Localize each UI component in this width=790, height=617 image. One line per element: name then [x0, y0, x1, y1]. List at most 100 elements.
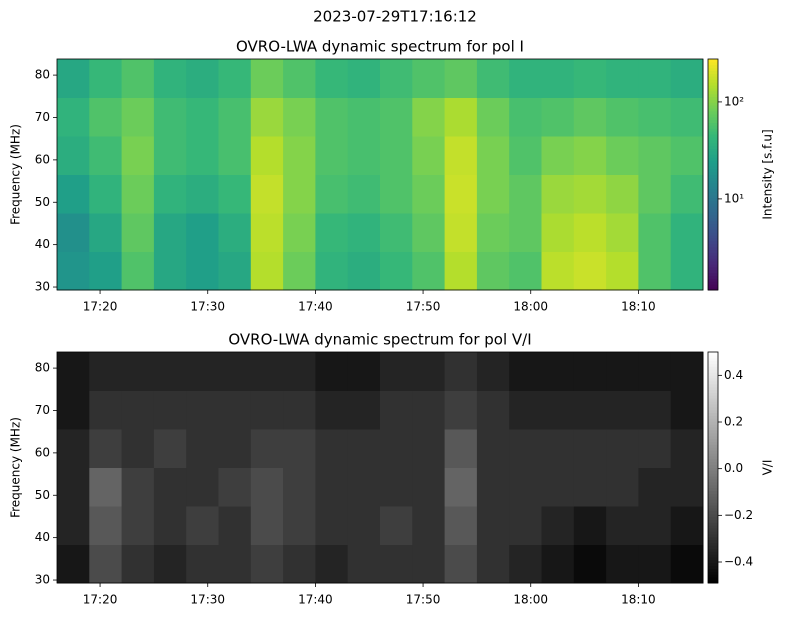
colorbar-swatch — [708, 484, 718, 489]
colorbar-swatch — [708, 476, 718, 480]
heatmap-cell — [347, 352, 381, 391]
heatmap-cell — [283, 97, 316, 137]
heatmap-cell — [186, 97, 219, 137]
heatmap-cell — [509, 136, 542, 175]
heatmap-cell — [121, 174, 155, 214]
colorbar-swatch — [708, 243, 718, 248]
heatmap-cell — [509, 390, 542, 430]
colorbar-swatch — [708, 200, 718, 204]
colorbar-swatch — [708, 174, 718, 178]
colorbar-swatch — [708, 536, 718, 541]
heatmap-cell — [509, 174, 542, 214]
heatmap-cell — [315, 59, 349, 98]
heatmap-cell — [218, 59, 252, 98]
heatmap-cell — [121, 352, 155, 391]
colorbar-swatch — [708, 574, 718, 578]
heatmap-cell — [218, 506, 252, 545]
heatmap-cell — [380, 59, 413, 98]
heatmap-cell — [509, 251, 542, 291]
colorbar-swatch — [708, 220, 718, 225]
heatmap-cell — [509, 506, 542, 545]
colorbar-swatch — [708, 357, 718, 362]
colorbar-swatch — [708, 119, 718, 124]
colorbar-swatch — [708, 93, 718, 98]
colorbar-swatch — [708, 415, 718, 419]
colorbar-swatch — [708, 545, 718, 549]
colorbar-swatch — [708, 188, 718, 193]
heatmap-cell — [476, 352, 510, 391]
colorbar-swatch — [708, 398, 718, 402]
heatmap-cell — [283, 390, 316, 430]
x-tick-label: 17:20 — [83, 593, 118, 607]
heatmap-cell — [153, 136, 187, 175]
heatmap-cell — [380, 251, 413, 291]
x-tick-label: 17:30 — [190, 300, 225, 314]
y-tick-label: 40 — [35, 237, 50, 251]
heatmap-cell — [380, 390, 413, 430]
heatmap-cell — [89, 544, 123, 584]
heatmap-cell — [476, 429, 510, 468]
colorbar-swatch — [708, 464, 718, 468]
heatmap-cell — [57, 467, 90, 507]
x-tick-label: 17:30 — [190, 593, 225, 607]
heatmap-cell — [638, 59, 672, 98]
colorbar-swatch — [708, 226, 718, 230]
heatmap-cell — [57, 174, 90, 214]
colorbar-swatch — [708, 79, 718, 83]
heatmap-cell — [347, 174, 381, 214]
colorbar-swatch — [708, 171, 718, 175]
colorbar-swatch — [708, 84, 718, 89]
heatmap-cell — [606, 506, 639, 545]
colorbar-swatch — [708, 266, 718, 271]
heatmap-cell — [347, 467, 381, 507]
heatmap-cell — [121, 251, 155, 291]
heatmap-cell — [121, 136, 155, 175]
axes-frame — [56, 58, 704, 291]
colorbar-swatch — [708, 134, 718, 138]
heatmap-cell — [541, 136, 575, 175]
heatmap-cell — [218, 390, 252, 430]
heatmap-cell — [186, 544, 219, 584]
y-tick-label: 60 — [35, 152, 50, 166]
colorbar-swatch — [708, 223, 718, 227]
heatmap-cell — [315, 352, 349, 391]
heatmap-cell — [606, 59, 639, 98]
heatmap-cell — [573, 97, 607, 137]
heatmap-cell — [121, 429, 155, 468]
colorbar-swatch — [708, 209, 718, 213]
heatmap-cell — [444, 352, 478, 391]
heatmap-cell — [186, 390, 219, 430]
heatmap-cell — [444, 390, 478, 430]
colorbar-swatch — [708, 131, 718, 135]
x-tick-label: 18:10 — [621, 300, 656, 314]
colorbar-swatch — [708, 249, 718, 253]
y-tick-label: 70 — [35, 110, 50, 124]
heatmap-cell — [573, 174, 607, 214]
heatmap-cell — [412, 506, 446, 545]
colorbar-swatch — [708, 128, 718, 132]
colorbar-swatch — [708, 580, 718, 584]
y-tick-label: 80 — [35, 361, 50, 375]
heatmap-cell — [638, 174, 672, 214]
heatmap-cell — [121, 213, 155, 252]
colorbar-swatch — [708, 383, 718, 388]
colorbar-swatch — [708, 479, 718, 483]
colorbar-swatch — [708, 113, 718, 118]
colorbar-swatch — [708, 177, 718, 181]
x-tick-label: 17:40 — [298, 300, 333, 314]
heatmap-cell — [638, 467, 672, 507]
colorbar-swatch — [708, 269, 718, 274]
heatmap-cell — [121, 390, 155, 430]
heatmap-cell — [283, 213, 316, 252]
heatmap-cell — [218, 97, 252, 137]
colorbar-swatch — [708, 116, 718, 121]
colorbar-swatch — [708, 136, 718, 141]
colorbar-tick-label: 10¹ — [724, 191, 744, 205]
colorbar-swatch — [708, 453, 718, 457]
heatmap-cell — [444, 59, 478, 98]
colorbar-swatch — [708, 125, 718, 129]
colorbar-swatch — [708, 548, 718, 552]
heatmap-cell — [89, 136, 123, 175]
heatmap-cell — [57, 506, 90, 545]
heatmap-cell — [347, 506, 381, 545]
